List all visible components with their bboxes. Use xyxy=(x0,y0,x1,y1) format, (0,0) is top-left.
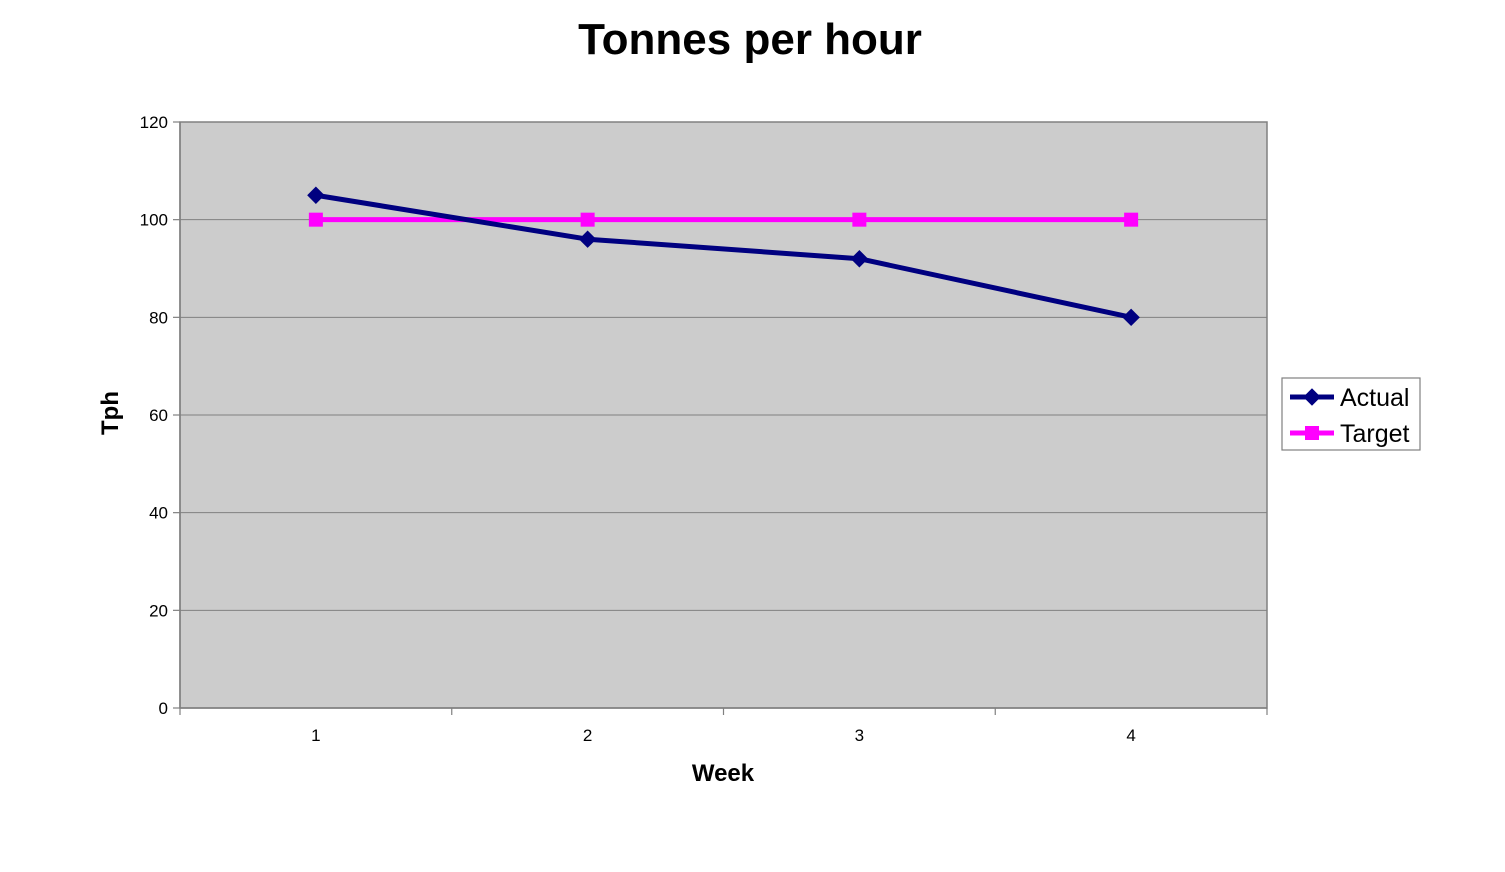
x-tick-label: 4 xyxy=(1126,726,1135,745)
x-tick-label: 1 xyxy=(311,726,320,745)
y-tick-label: 100 xyxy=(140,211,168,230)
legend-item-target: Target xyxy=(1290,420,1410,448)
legend-marker xyxy=(1305,426,1319,440)
data-point xyxy=(852,212,867,227)
y-axis-title: Tph xyxy=(97,391,124,435)
series-line xyxy=(315,192,1132,320)
data-point xyxy=(578,230,597,248)
legend-item-actual: Actual xyxy=(1290,384,1409,412)
data-point xyxy=(308,212,323,227)
x-tick-label: 3 xyxy=(855,726,864,745)
x-tick-label: 2 xyxy=(583,726,592,745)
data-point xyxy=(850,250,869,268)
legend-marker xyxy=(1303,388,1321,406)
y-tick-label: 40 xyxy=(149,504,168,523)
y-tick-label: 20 xyxy=(149,601,168,620)
series-actual xyxy=(307,186,1140,327)
y-tick-label: 0 xyxy=(159,699,168,718)
legend: Actual Target xyxy=(1281,377,1421,451)
y-axis-ticks: 0 20 40 60 80 100 120 xyxy=(140,113,180,718)
x-axis-ticks: 1 2 3 4 xyxy=(179,708,1268,745)
chart-title: Tonnes per hour xyxy=(578,15,922,64)
y-tick-label: 80 xyxy=(149,308,168,327)
y-tick-label: 60 xyxy=(149,406,168,425)
series-layer xyxy=(307,186,1140,327)
data-point xyxy=(1124,212,1139,227)
legend-label: Target xyxy=(1340,420,1410,448)
x-axis-title: Week xyxy=(692,760,755,787)
data-point xyxy=(1122,308,1140,327)
data-point xyxy=(307,186,325,204)
data-point xyxy=(580,212,595,227)
y-tick-label: 120 xyxy=(140,113,168,132)
legend-label: Actual xyxy=(1340,384,1409,412)
